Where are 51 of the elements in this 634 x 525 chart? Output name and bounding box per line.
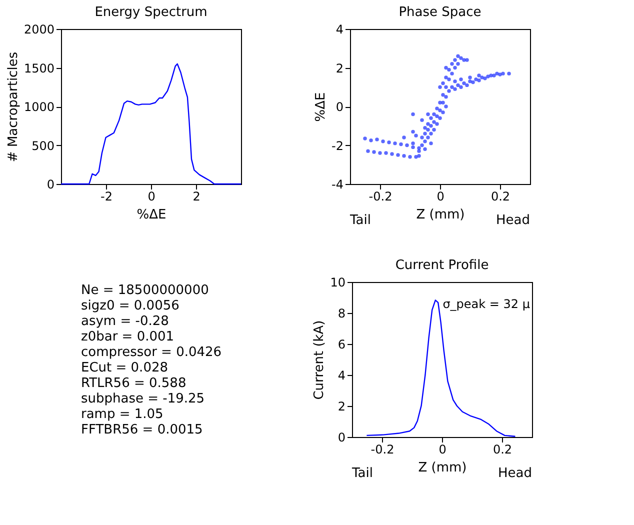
y-tick-label: -4 xyxy=(332,178,344,192)
text: Ne = 18500000000 xyxy=(81,282,209,298)
annotation: σ_peak = 32 μ xyxy=(442,297,530,311)
text: compressor = 0.0426 xyxy=(81,344,222,360)
y-tick-label: 2 xyxy=(338,400,346,414)
y-tick-label: 4 xyxy=(338,368,346,382)
y-axis-title: # Macroparticles xyxy=(6,52,21,162)
x-tick-label: 0.2 xyxy=(492,442,512,456)
text: Head xyxy=(496,213,530,228)
text: subphase = -19.25 xyxy=(81,391,205,406)
line-series xyxy=(366,300,516,437)
x-axis-title: %ΔE xyxy=(136,208,166,222)
y-tick-label: 500 xyxy=(32,138,54,153)
y-tick-label: 2000 xyxy=(24,22,54,36)
y-tick-label: 0 xyxy=(336,100,344,114)
x-tick-label: -0.2 xyxy=(370,442,394,456)
y-tick-label: 0 xyxy=(338,430,346,444)
y-tick-label: 1000 xyxy=(24,100,54,114)
x-axis-title: Z (mm) xyxy=(416,208,465,222)
x-tick-label: -0.2 xyxy=(368,190,392,204)
text: asym = -0.28 xyxy=(81,314,169,329)
y-axis-title: Current (kA) xyxy=(312,320,328,400)
y-axis-title: %ΔE xyxy=(314,92,329,122)
text: ECut = 0.028 xyxy=(81,360,168,376)
text: ramp = 1.05 xyxy=(81,406,164,422)
y-tick-label: 1500 xyxy=(24,61,54,76)
x-tick-label: 0 xyxy=(436,190,444,204)
y-tick-label: -2 xyxy=(332,138,344,153)
y-tick-label: 4 xyxy=(336,22,344,36)
y-tick-label: 10 xyxy=(330,276,346,290)
text: Tail xyxy=(351,466,373,481)
x-tick-label: 2 xyxy=(192,190,200,204)
chart-title: Energy Spectrum xyxy=(94,5,208,20)
text: RTLR56 = 0.588 xyxy=(81,376,186,391)
x-axis-title: Z (mm) xyxy=(418,460,467,476)
text: Tail xyxy=(349,213,371,228)
x-tick-label: 0 xyxy=(438,442,446,456)
x-tick-label: -2 xyxy=(100,190,112,204)
y-tick-label: 6 xyxy=(338,338,346,352)
x-tick-label: 0 xyxy=(148,190,156,204)
line-series xyxy=(60,63,242,185)
x-tick-label: 0.2 xyxy=(490,190,510,204)
chart-title: Current Profile xyxy=(395,258,489,273)
text: sigz0 = 0.0056 xyxy=(81,298,180,314)
text: z0bar = 0.001 xyxy=(81,329,174,344)
y-tick-label: 2 xyxy=(336,61,344,76)
text: Head xyxy=(498,466,532,481)
chart-title: Phase Space xyxy=(398,5,482,20)
y-tick-label: 8 xyxy=(338,306,346,320)
text: FFTBR56 = 0.0015 xyxy=(81,422,203,438)
y-tick-label: 0 xyxy=(46,178,54,192)
